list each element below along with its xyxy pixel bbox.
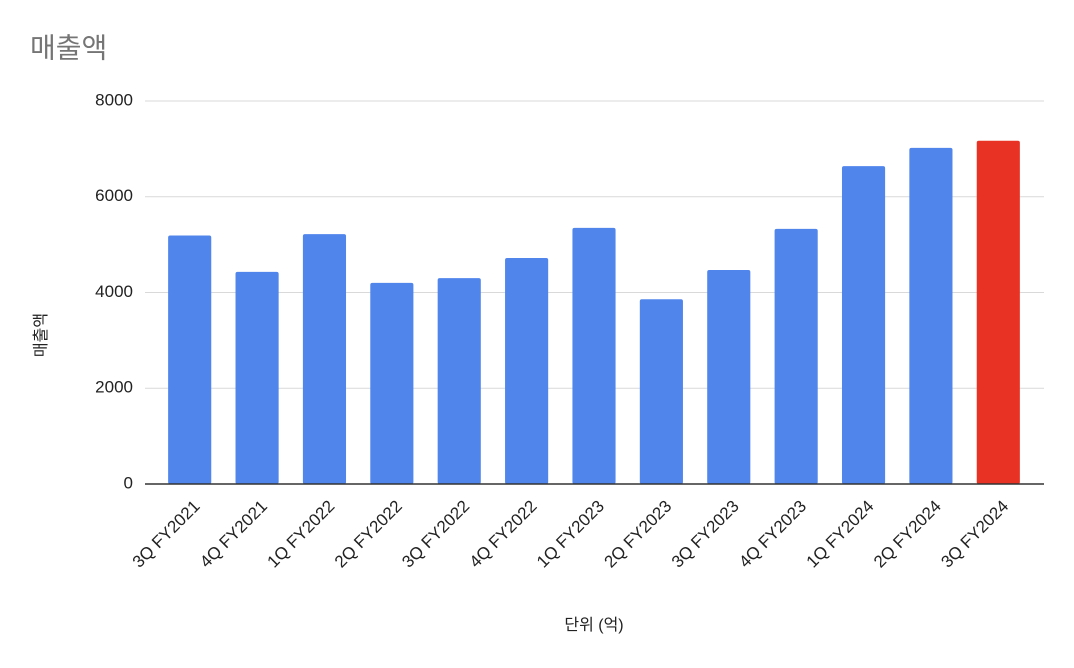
x-tick-label: 3Q FY2024 — [937, 497, 1012, 572]
x-tick-label: 3Q FY2022 — [398, 497, 473, 572]
bar — [505, 258, 549, 484]
bar — [774, 228, 818, 484]
bar — [639, 299, 683, 484]
x-tick-label: 1Q FY2022 — [264, 497, 339, 572]
y-tick-label: 6000 — [95, 186, 133, 205]
bar — [235, 271, 279, 484]
x-tick-label: 1Q FY2023 — [533, 497, 608, 572]
chart-title: 매출액 — [30, 32, 107, 63]
x-tick-label: 3Q FY2021 — [129, 497, 204, 572]
x-tick-label: 4Q FY2021 — [196, 497, 271, 572]
x-tick-label: 4Q FY2023 — [735, 497, 810, 572]
bar — [909, 147, 953, 485]
bar — [707, 269, 751, 484]
x-axis-label: 단위 (억) — [564, 616, 623, 634]
x-tick-label: 3Q FY2023 — [668, 497, 743, 572]
y-tick-label: 4000 — [95, 282, 133, 301]
x-tick-label: 1Q FY2024 — [803, 497, 878, 572]
y-axis-label: 매출액 — [32, 313, 50, 357]
x-tick-label: 4Q FY2022 — [466, 497, 541, 572]
y-tick-label: 2000 — [95, 378, 133, 397]
bar — [437, 278, 481, 484]
bar — [976, 140, 1020, 484]
x-tick-label: 2Q FY2023 — [600, 497, 675, 572]
x-tick-label: 2Q FY2024 — [870, 497, 945, 572]
bar — [370, 282, 414, 484]
y-tick-label: 8000 — [95, 90, 133, 109]
bar — [302, 234, 347, 484]
y-tick-label: 0 — [124, 473, 133, 492]
bar — [572, 227, 616, 484]
bar — [841, 166, 886, 485]
bar — [168, 235, 212, 484]
x-tick-label: 2Q FY2022 — [331, 497, 406, 572]
